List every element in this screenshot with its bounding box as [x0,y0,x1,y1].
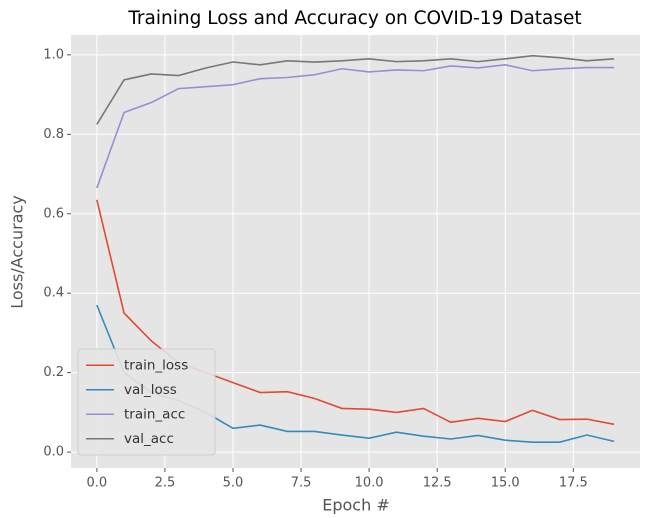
x-tick-label: 5.0 [223,476,244,491]
line [96,54,615,125]
y-tick-label: 0.0 [43,445,64,460]
x-tick-label: 10.0 [355,476,384,491]
line [96,63,615,189]
x-tick-label: 7.5 [291,476,312,491]
y-tick-label: 0.2 [43,365,64,380]
chart-title: Training Loss and Accuracy on COVID-19 D… [127,8,581,29]
x-tick-label: 17.5 [559,476,588,491]
y-tick-label: 0.6 [43,206,64,221]
y-tick-label: 1.0 [43,47,64,62]
y-tick-label: 0.8 [43,127,64,142]
x-tick-label: 12.5 [423,476,452,491]
legend-label: train_loss [124,357,188,373]
x-tick-label: 15.0 [491,476,520,491]
y-axis-label: Loss/Accuracy [8,195,27,309]
x-tick-label: 0.0 [87,476,108,491]
x-tick-label: 2.5 [155,476,176,491]
legend-label: train_acc [124,406,185,422]
legend-label: val_loss [124,382,177,398]
x-axis-label: Epoch # [322,496,389,515]
y-tick-label: 0.4 [43,286,64,301]
legend-label: val_acc [124,431,174,447]
legend-box [77,348,216,456]
